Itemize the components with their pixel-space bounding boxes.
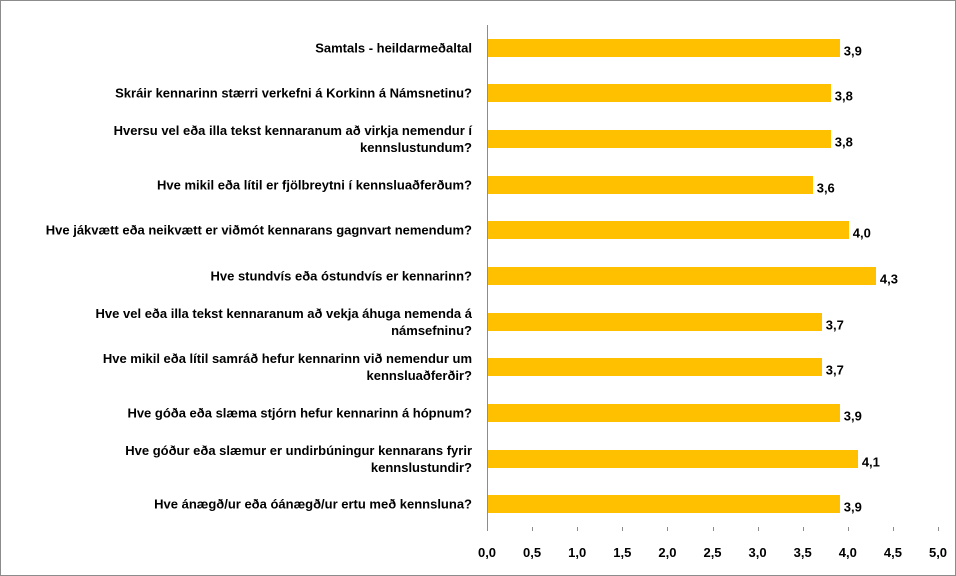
value-label: 4,0 xyxy=(852,225,871,241)
x-tick-mark xyxy=(577,527,579,531)
x-tick-label: 4,0 xyxy=(838,545,857,560)
value-label: 3,9 xyxy=(843,408,862,424)
x-tick-mark xyxy=(532,527,534,531)
x-tick-mark xyxy=(802,527,804,531)
category-label: Hversu vel eða illa tekst kennaranum að … xyxy=(113,123,472,156)
category-label: Hve góða eða slæma stjórn hefur kennarin… xyxy=(127,405,472,421)
x-tick-mark xyxy=(892,527,894,531)
x-tick-label: 3,5 xyxy=(793,545,812,560)
value-label: 3,7 xyxy=(825,362,844,378)
category-label: Hve stundvís eða óstundvís er kennarinn? xyxy=(210,268,472,284)
category-label: Hve ánægð/ur eða óánægð/ur ertu með kenn… xyxy=(154,496,472,512)
value-label: 3,6 xyxy=(816,180,835,196)
x-tick-label: 1,0 xyxy=(568,545,587,560)
value-label: 3,9 xyxy=(843,43,862,59)
bar xyxy=(488,130,831,149)
value-label: 3,8 xyxy=(834,134,853,150)
x-tick-label: 3,0 xyxy=(748,545,767,560)
bar xyxy=(488,358,822,377)
bar xyxy=(488,495,840,514)
x-tick-label: 0,0 xyxy=(477,545,497,560)
x-tick-mark xyxy=(487,527,488,531)
value-label: 4,3 xyxy=(879,271,898,287)
bar xyxy=(488,312,822,331)
category-label: Hve góður eða slæmur er undirbúningur ke… xyxy=(125,442,472,475)
x-tick-label: 1,5 xyxy=(613,545,632,560)
x-tick-label: 4,5 xyxy=(883,545,902,560)
category-label: Hve mikil eða lítil er fjölbreytni í ken… xyxy=(157,177,472,193)
bar xyxy=(488,175,813,194)
value-label: 3,9 xyxy=(843,499,862,515)
value-label: 3,7 xyxy=(825,317,844,333)
x-tick-label: 0,5 xyxy=(523,545,542,560)
bar xyxy=(488,221,849,240)
bar xyxy=(488,449,858,468)
x-tick-label: 2,0 xyxy=(658,545,677,560)
category-label: Samtals - heildarmeðaltal xyxy=(315,40,472,56)
x-tick-mark xyxy=(622,527,624,531)
category-label: Hve vel eða illa tekst kennaranum að vek… xyxy=(95,305,472,338)
bar xyxy=(488,38,840,57)
x-tick-label: 5,0 xyxy=(928,545,948,560)
y-axis-line xyxy=(487,25,488,531)
x-tick-mark xyxy=(847,527,849,531)
category-label: Hve mikil eða lítil samráð hefur kennari… xyxy=(102,351,472,384)
x-tick-label: 2,5 xyxy=(703,545,722,560)
category-label: Skráir kennarinn stærri verkefni á Korki… xyxy=(115,85,472,101)
x-tick-mark xyxy=(938,527,939,531)
bar xyxy=(488,403,840,422)
value-label: 3,8 xyxy=(834,88,853,104)
category-label: Hve jákvætt eða neikvætt er viðmót kenna… xyxy=(45,222,472,238)
bar xyxy=(488,267,876,285)
x-tick-mark xyxy=(667,527,669,531)
x-tick-mark xyxy=(712,527,714,531)
bar xyxy=(488,84,831,103)
value-label: 4,1 xyxy=(861,454,880,470)
x-tick-mark xyxy=(757,527,759,531)
